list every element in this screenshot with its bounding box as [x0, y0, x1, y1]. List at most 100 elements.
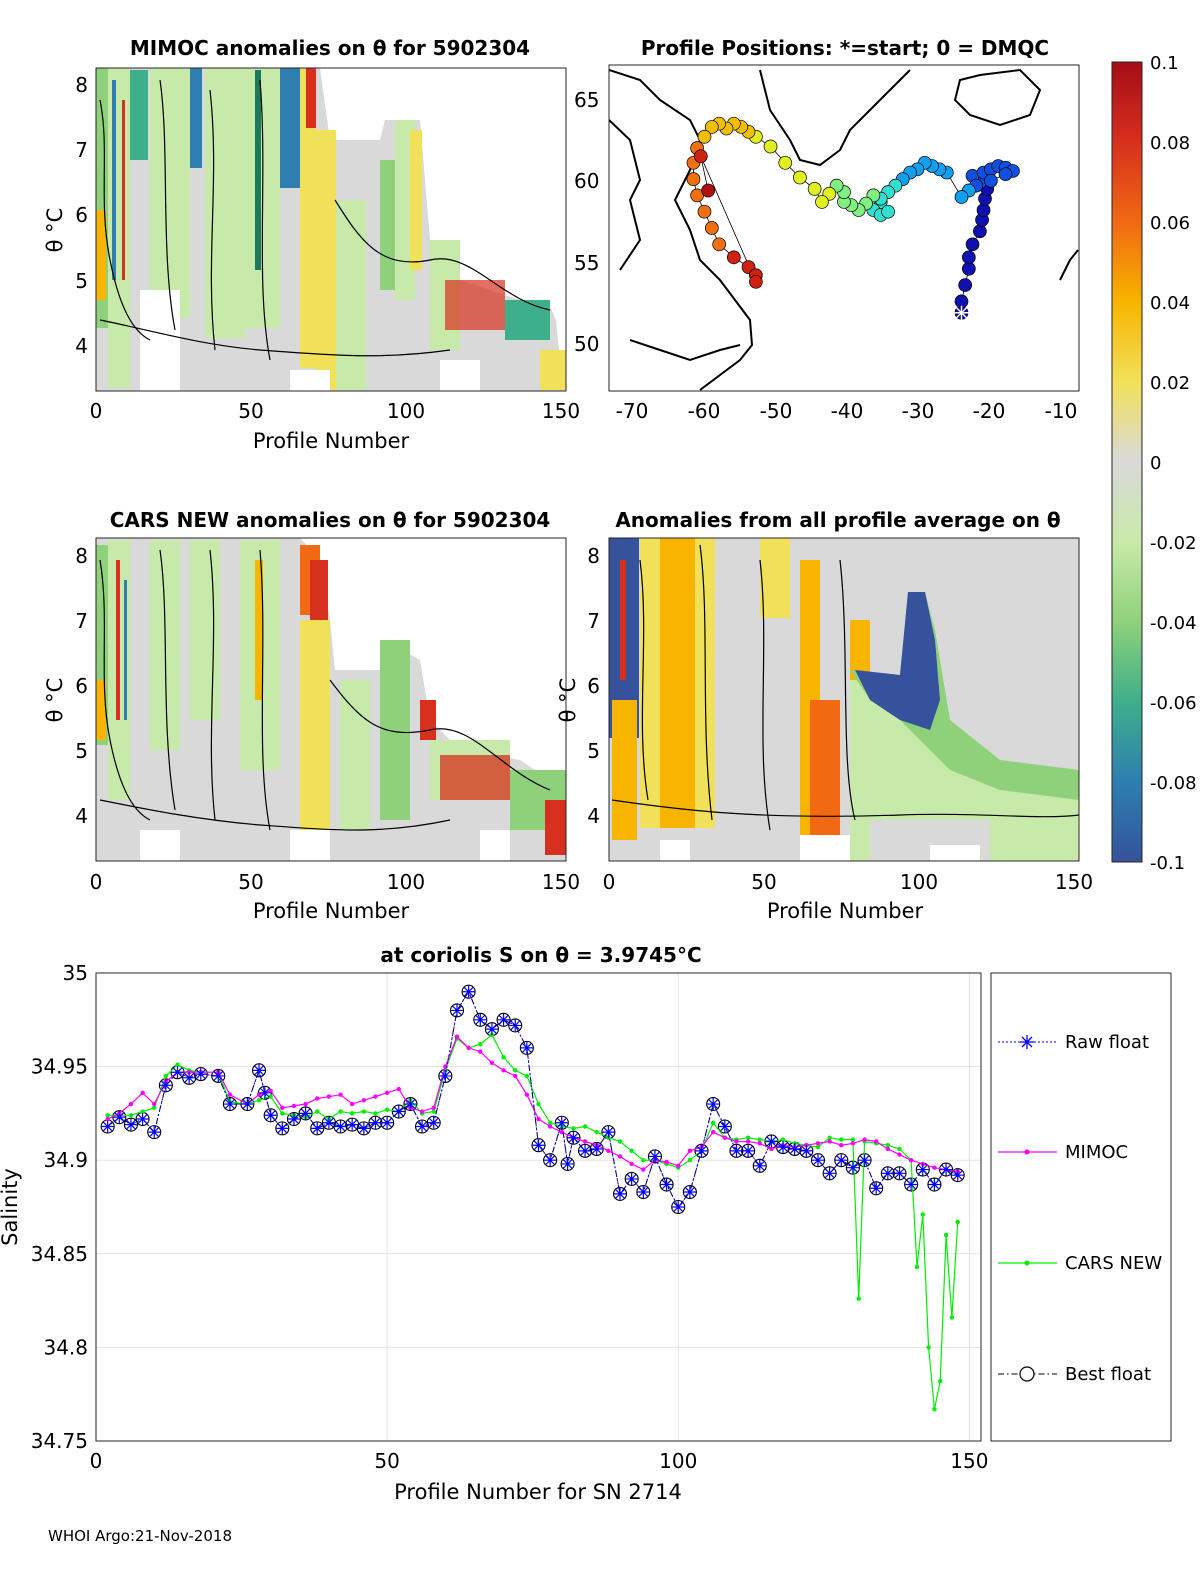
colorbar-tick-label: -0.1 — [1150, 853, 1185, 874]
data-point — [426, 1115, 441, 1130]
x-tick-label: 50 — [374, 1449, 399, 1473]
data-point — [554, 1115, 569, 1130]
data-point — [384, 1090, 390, 1096]
data-point — [404, 1098, 417, 1111]
data-point — [885, 1146, 891, 1152]
data-point — [850, 1141, 856, 1146]
data-point — [223, 1098, 236, 1111]
data-point — [338, 1109, 343, 1114]
y-tick-label: 34.85 — [31, 1242, 88, 1266]
salinity-series — [100, 984, 965, 1412]
allavg-ylabel: θ °C — [556, 678, 580, 723]
positions-panel: Profile Positions: *=start; 0 = DMQC 65 … — [574, 36, 1080, 423]
data-point — [839, 1143, 844, 1148]
data-point — [101, 1120, 114, 1133]
data-point — [932, 1165, 937, 1170]
data-point — [932, 1406, 937, 1412]
data-point — [403, 1096, 418, 1112]
data-point — [334, 1120, 347, 1133]
y-tick-label: 34.8 — [43, 1335, 88, 1359]
data-point — [717, 1119, 732, 1134]
profile-position-marker — [961, 250, 976, 265]
y-tick-label: 34.75 — [31, 1429, 88, 1453]
data-point — [509, 1019, 522, 1032]
data-point — [124, 1118, 137, 1131]
data-point — [682, 1184, 697, 1200]
salinity-xlabel: Profile Number for SN 2714 — [394, 1480, 682, 1504]
y-tick-label: 8 — [587, 544, 600, 568]
legend-label: CARS NEW — [1065, 1253, 1162, 1274]
data-point — [624, 1171, 639, 1186]
mimoc-xlabel: Profile Number — [253, 429, 410, 453]
data-point — [194, 1068, 207, 1081]
colorbar-ticks: 0.1 0.08 0.06 0.04 0.02 0 -0.02 -0.04 -0… — [1150, 53, 1197, 874]
data-point — [373, 1094, 378, 1099]
data-point — [873, 1139, 879, 1144]
data-point — [617, 1139, 623, 1144]
data-point — [349, 1101, 355, 1107]
colorbar-tick-label: -0.02 — [1150, 533, 1197, 554]
data-point — [757, 1141, 762, 1146]
data-point — [520, 1041, 533, 1054]
positions-track — [686, 116, 1020, 320]
data-point — [672, 1201, 685, 1213]
data-point — [939, 1162, 954, 1177]
data-point — [315, 1109, 320, 1114]
data-point — [513, 1068, 518, 1073]
data-point — [908, 1158, 914, 1163]
data-point — [478, 1049, 483, 1054]
cars-panel: CARS NEW anomalies on θ for 5902304 — [43, 508, 580, 923]
profile-position-marker — [807, 182, 822, 196]
data-point — [846, 1161, 859, 1174]
data-point — [566, 1130, 581, 1145]
mimoc-heatmap — [96, 68, 566, 391]
data-point — [462, 985, 475, 998]
dot-marker-icon — [1024, 1260, 1030, 1266]
data-point — [560, 1156, 575, 1171]
data-point — [707, 1098, 720, 1111]
data-point — [579, 1144, 592, 1157]
colorbar-tick-label: 0.06 — [1150, 213, 1190, 234]
data-point — [940, 1163, 953, 1176]
x-tick-label: 150 — [542, 870, 580, 894]
data-point — [590, 1142, 603, 1155]
data-point — [858, 1154, 871, 1167]
x-tick-label: 150 — [542, 399, 580, 423]
data-point — [105, 1113, 110, 1118]
data-point — [280, 1111, 285, 1116]
data-point — [449, 1003, 465, 1018]
colorbar: 0.1 0.08 0.06 0.04 0.02 0 -0.02 -0.04 -0… — [1111, 53, 1197, 874]
data-point — [815, 1144, 821, 1150]
data-point — [602, 1126, 615, 1139]
data-point — [489, 1060, 495, 1066]
data-point — [256, 1092, 262, 1097]
cars-xticks: 0 50 100 150 — [90, 870, 580, 894]
data-point — [175, 1062, 180, 1067]
profile-position-marker — [954, 190, 969, 204]
profile-position-marker — [976, 203, 991, 217]
data-point — [897, 1152, 902, 1157]
data-point — [163, 1073, 169, 1079]
star-marker-icon — [1020, 1035, 1034, 1049]
data-point — [555, 1116, 568, 1129]
circle-marker-icon — [1019, 1366, 1035, 1382]
legend-item-best-float: Best float — [998, 1364, 1151, 1385]
data-point — [373, 1111, 378, 1116]
data-point — [381, 1116, 394, 1129]
data-point — [140, 1109, 145, 1114]
data-point — [158, 1078, 173, 1093]
data-point — [369, 1116, 382, 1129]
data-point — [734, 1139, 739, 1144]
data-point — [524, 1073, 530, 1079]
y-tick-label: 7 — [75, 609, 88, 633]
data-point — [695, 1144, 708, 1157]
data-point — [636, 1184, 651, 1200]
positions-yticks: 65 60 55 50 — [574, 88, 599, 356]
data-point — [710, 1120, 716, 1125]
data-point — [870, 1182, 883, 1195]
data-point — [752, 1158, 767, 1173]
data-point — [544, 1154, 557, 1167]
x-tick-label: 50 — [238, 870, 263, 894]
data-point — [513, 1073, 518, 1079]
